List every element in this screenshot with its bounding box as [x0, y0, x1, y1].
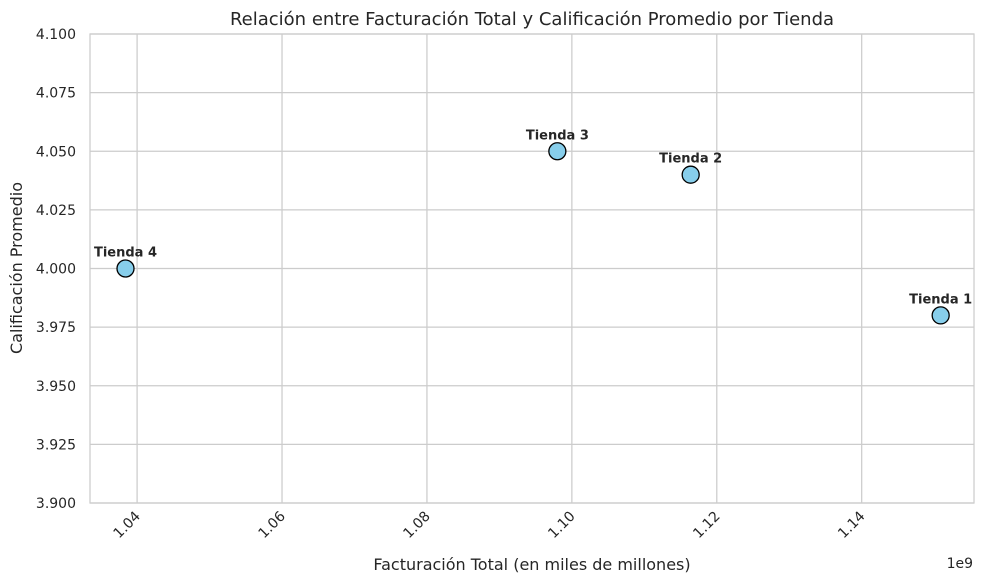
y-tick-label: 4.075 — [36, 86, 76, 102]
x-tick-label: 1.14 — [835, 508, 868, 541]
x-axis-offset-label: 1e9 — [947, 556, 973, 572]
y-axis-label: Calificación Promedio — [7, 182, 26, 354]
y-tick-label: 3.900 — [36, 496, 76, 512]
scatter-point — [931, 306, 950, 325]
data-points — [116, 142, 950, 325]
y-tick-label: 3.950 — [36, 379, 76, 395]
data-label: Tienda 3 — [526, 128, 589, 143]
y-tick-label: 4.025 — [36, 203, 76, 219]
x-tick-label: 1.08 — [400, 509, 433, 542]
y-tick-label: 3.925 — [36, 437, 76, 453]
data-label: Tienda 2 — [659, 152, 722, 167]
x-tick-label: 1.04 — [111, 508, 144, 541]
x-tick-label: 1.12 — [690, 509, 723, 542]
scatter-point — [681, 165, 700, 184]
data-labels: Tienda 1 Tienda 2 Tienda 3 Tienda 4 — [94, 128, 972, 307]
y-tick-label: 4.050 — [36, 144, 76, 160]
x-tick-labels: 1.04 1.06 1.08 1.10 1.12 1.14 — [111, 508, 869, 541]
y-tick-labels: 3.900 3.925 3.950 3.975 4.000 4.025 4.050 4.075… — [36, 27, 76, 512]
x-tick-label: 1.06 — [255, 508, 288, 541]
data-label: Tienda 4 — [94, 246, 157, 261]
y-tick-label: 4.000 — [36, 262, 76, 278]
scatter-point — [548, 142, 567, 161]
scatter-point — [116, 259, 135, 278]
x-tick-label: 1.10 — [545, 509, 578, 542]
x-axis-label: Facturación Total (en miles de millones) — [373, 555, 690, 574]
y-tick-label: 4.100 — [36, 27, 76, 43]
grid — [90, 33, 974, 504]
chart-title: Relación entre Facturación Total y Calif… — [230, 9, 834, 30]
data-label: Tienda 1 — [909, 292, 972, 307]
plot-frame — [89, 33, 975, 504]
y-tick-label: 3.975 — [36, 320, 76, 336]
